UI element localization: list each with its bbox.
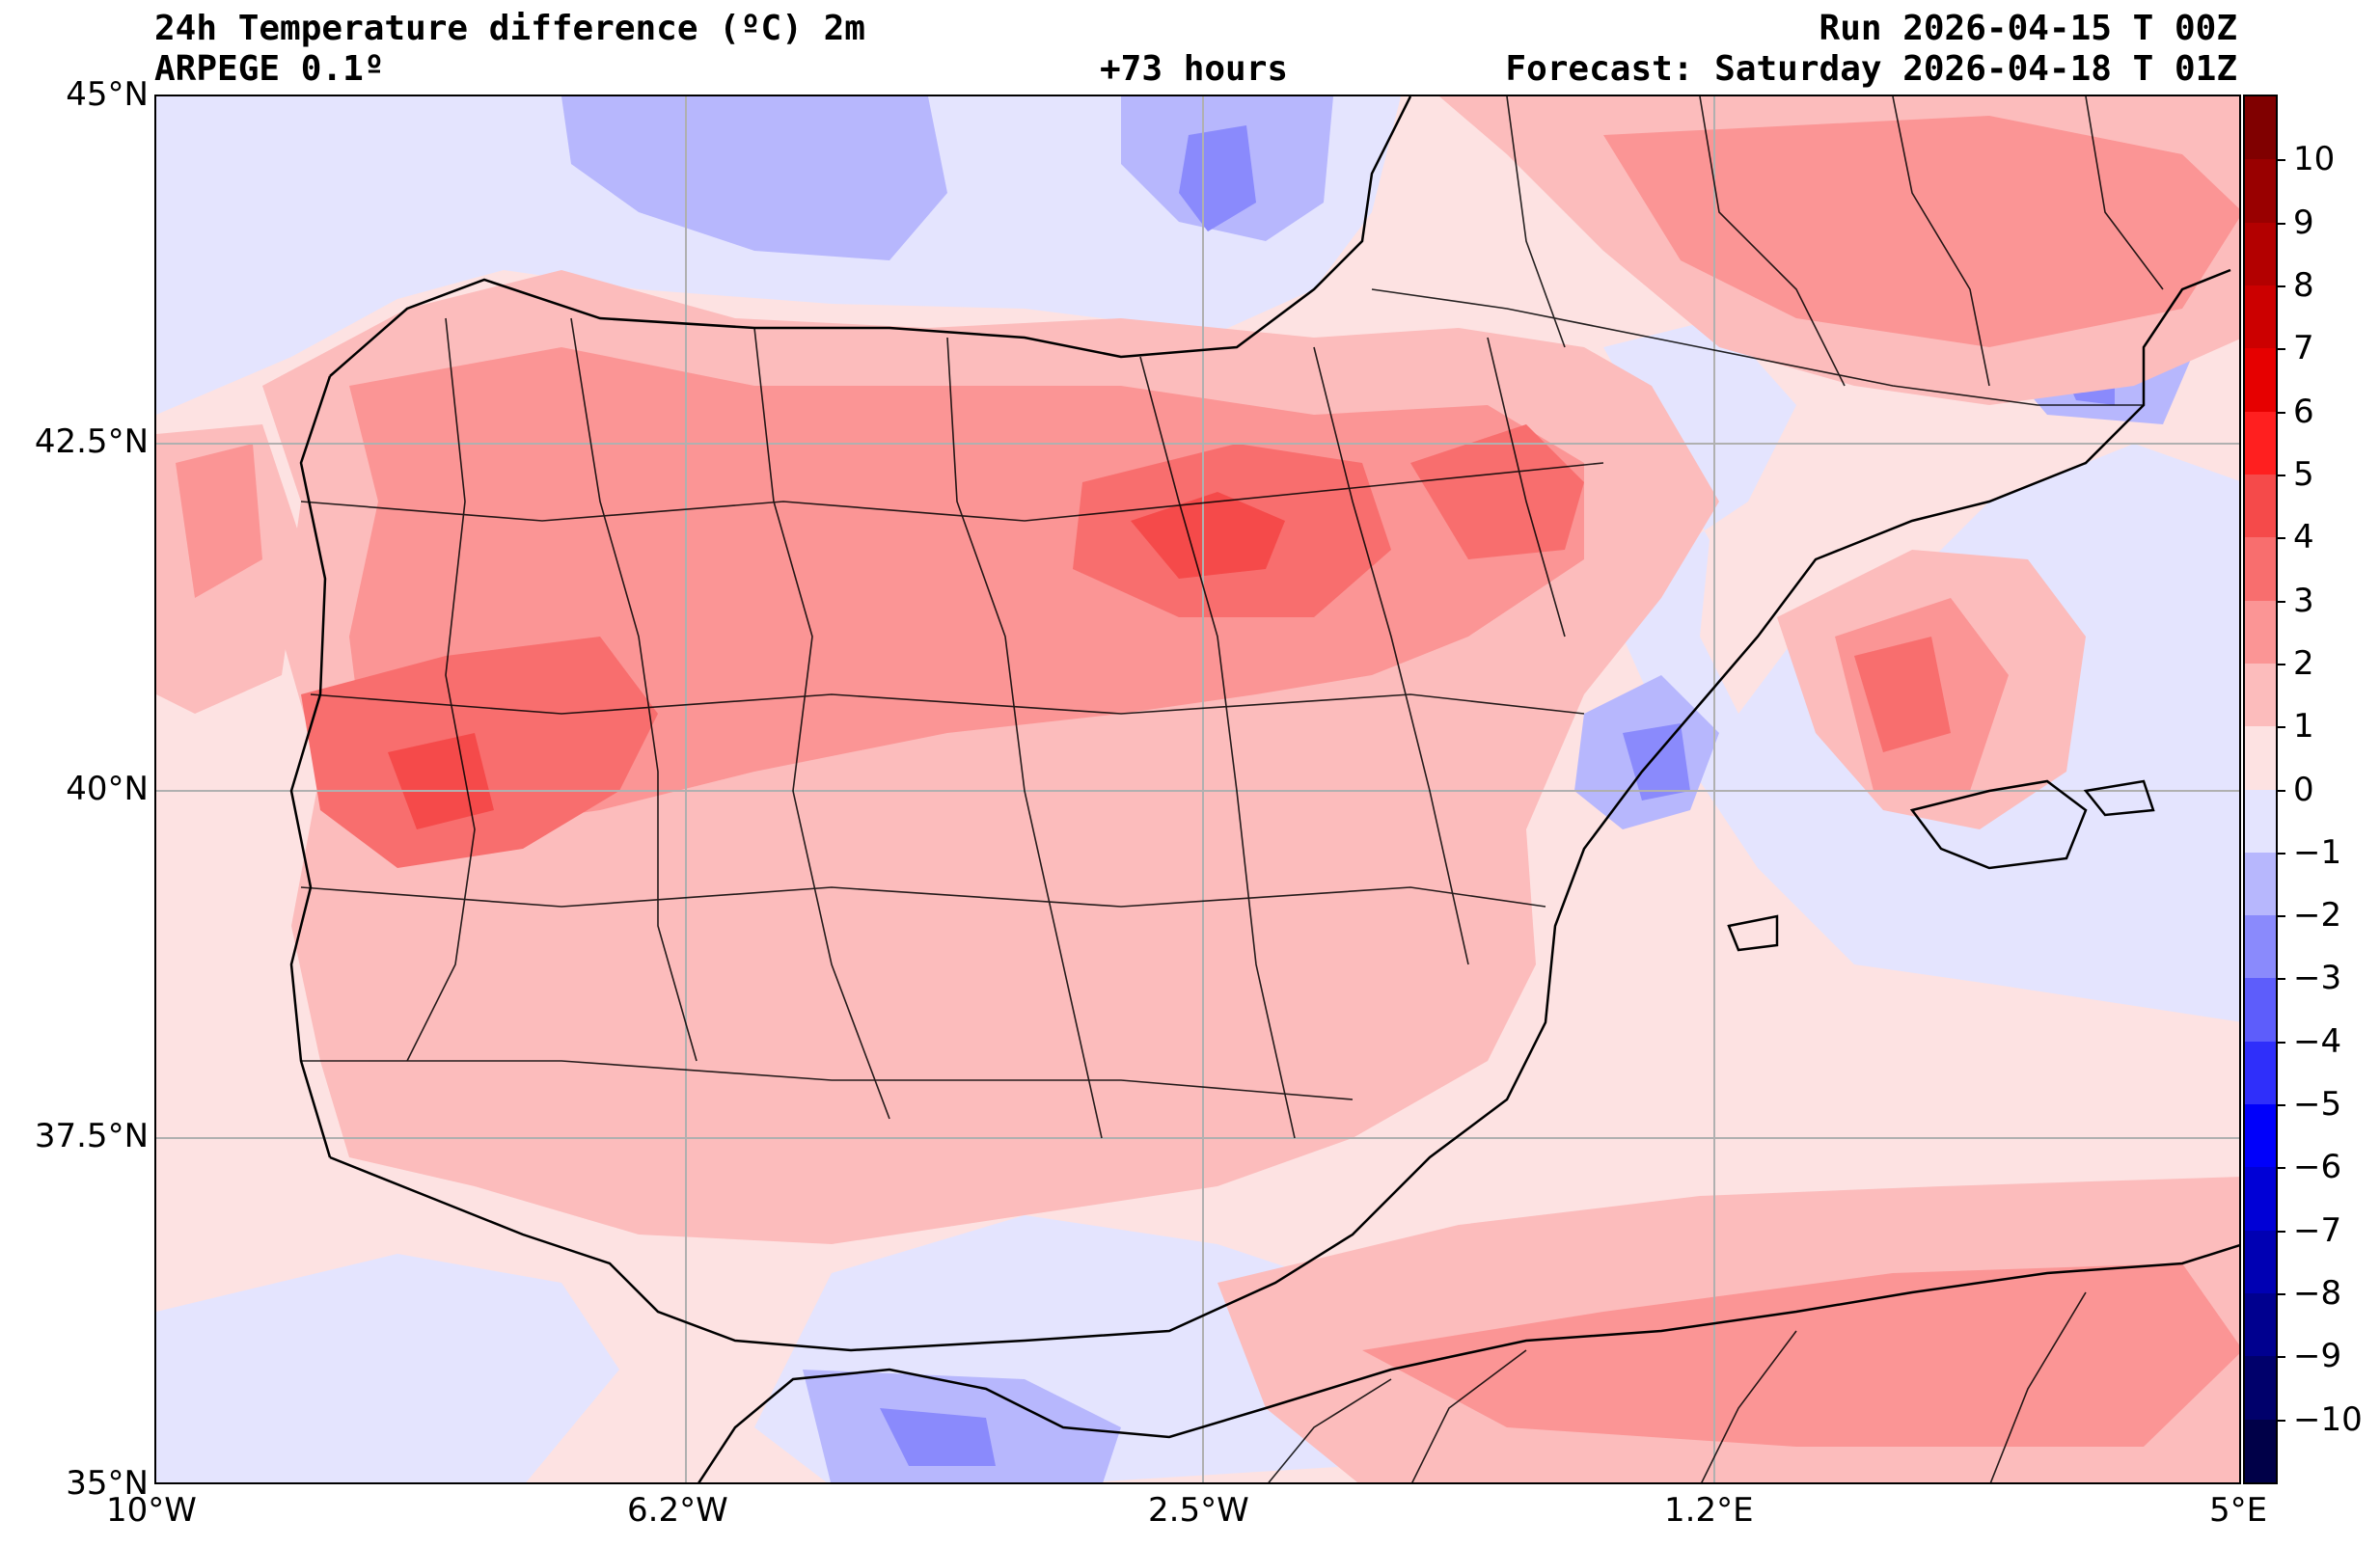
borders	[300, 96, 2164, 1482]
lat-label-42-5n: 42.5°N	[34, 422, 149, 461]
colorbar-segment	[2245, 852, 2276, 917]
lon-label-5e: 5°E	[2209, 1491, 2268, 1530]
coastlines	[289, 96, 2239, 1482]
warm-peak-extremadura	[388, 733, 494, 829]
colorbar-tick-label: 9	[2276, 204, 2314, 242]
cool-patch-biscay-3	[1179, 125, 1256, 231]
warm-zone-aragon	[1410, 424, 1584, 559]
colorbar-tick-label: −3	[2275, 959, 2341, 997]
colorbar-tick-label: −2	[2275, 896, 2341, 935]
colorbar-segment	[2245, 348, 2276, 413]
colorbar-segment	[2245, 96, 2276, 161]
colorbar-segment	[2245, 537, 2276, 602]
colorbar-tick-label: −6	[2275, 1148, 2341, 1186]
graticule	[156, 96, 2239, 1482]
map-title: 24h Temperature difference (ºC) 2m	[154, 9, 865, 48]
colorbar-tick-label: 0	[2276, 771, 2314, 809]
colorbar-tick-label: 4	[2276, 518, 2314, 556]
colorbar-segment	[2245, 726, 2276, 791]
colorbar-segment	[2245, 600, 2276, 665]
forecast-label: Forecast: Saturday 2026-04-18 T 01Z	[1505, 49, 2237, 89]
colorbar-segment	[2245, 222, 2276, 286]
colorbar-segment	[2245, 411, 2276, 475]
colorbar-tick-label: −7	[2275, 1211, 2341, 1250]
warm-zone-algeria	[1362, 1263, 2239, 1447]
colorbar-tick-label: 10	[2275, 140, 2335, 178]
lon-label-1-2e: 1.2°E	[1664, 1491, 1754, 1530]
cool-zone-atlantic-south	[156, 1254, 619, 1482]
colorbar-tick-label: −10	[2276, 1400, 2363, 1439]
colorbar-segment	[2245, 978, 2276, 1043]
colorbar-tick-label: −9	[2275, 1337, 2341, 1375]
colorbar-tick-label: 8	[2276, 266, 2314, 305]
north-coast	[329, 96, 1412, 377]
colorbar-segment	[2245, 159, 2276, 224]
lead-time-label: +73 hours	[1100, 49, 1289, 89]
temperature-map	[154, 95, 2241, 1484]
cool-patch-biscay-1	[561, 96, 947, 260]
colorbar-segment	[2245, 1167, 2276, 1232]
colorbar-segment	[2245, 474, 2276, 539]
colorbar-tick-label: 3	[2276, 582, 2314, 620]
colorbar-tick-label: 2	[2276, 644, 2314, 683]
colorbar-segment	[2245, 1356, 2276, 1421]
lon-label-6-2w: 6.2°W	[627, 1491, 728, 1530]
africa-coast	[698, 1243, 2239, 1482]
colorbar-tick-label: −4	[2275, 1022, 2341, 1061]
colorbar-segment	[2245, 1419, 2276, 1482]
lon-label-10w: 10°W	[106, 1491, 197, 1530]
colorbar-segment	[2245, 915, 2276, 980]
colorbar-tick-label: −8	[2275, 1274, 2341, 1313]
colorbar-segment	[2245, 1293, 2276, 1358]
mallorca	[1909, 779, 2088, 870]
east-coast	[329, 268, 2231, 1352]
model-label: ARPEGE 0.1º	[154, 49, 385, 89]
lon-label-2-5w: 2.5°W	[1148, 1491, 1249, 1530]
warm-zone-south-france	[1603, 116, 2239, 347]
colorbar-segment	[2245, 285, 2276, 350]
warm-peak-soria	[1131, 492, 1285, 579]
colorbar	[2243, 95, 2278, 1484]
lat-label-35n: 35°N	[66, 1464, 149, 1503]
cool-patch-valencia-core	[1623, 723, 1690, 801]
colorbar-tick-label: −1	[2275, 833, 2341, 872]
ibiza	[1727, 914, 1779, 952]
warm-zone-atlantic-core	[176, 444, 262, 598]
colorbar-tick-label: −5	[2275, 1085, 2341, 1124]
run-label: Run 2026-04-15 T 00Z	[1819, 9, 2237, 48]
colorbar-segment	[2245, 1230, 2276, 1295]
cool-zone-biscay	[156, 96, 1401, 415]
lat-label-40n: 40°N	[66, 770, 149, 808]
colorbar-segment	[2245, 789, 2276, 854]
colorbar-segment	[2245, 1041, 2276, 1106]
lat-label-37-5n: 37.5°N	[34, 1117, 149, 1155]
colorbar-segment	[2245, 1104, 2276, 1169]
colorbar-tick-label: 5	[2276, 455, 2314, 494]
lat-label-45n: 45°N	[66, 75, 149, 114]
pyrenees-border	[1371, 288, 2144, 406]
warm-zone-sea-peak	[1854, 637, 1951, 752]
colorbar-segment	[2245, 663, 2276, 728]
colorbar-tick-label: 1	[2276, 707, 2314, 746]
cool-patch-alboran-core	[880, 1408, 996, 1466]
colorbar-tick-label: 6	[2276, 393, 2314, 431]
colorbar-tick-label: 7	[2276, 329, 2314, 367]
map-canvas	[156, 96, 2239, 1482]
menorca	[2083, 779, 2155, 817]
